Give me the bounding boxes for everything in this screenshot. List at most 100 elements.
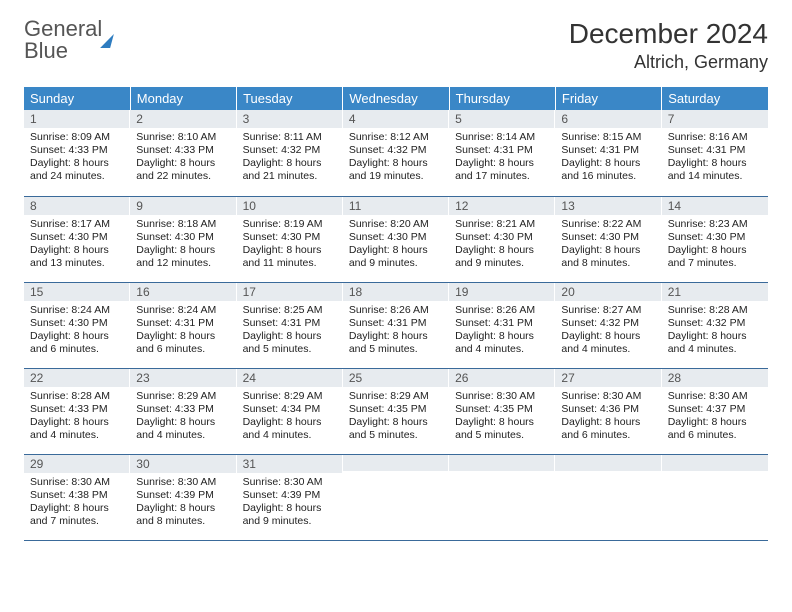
day-number: 1 xyxy=(24,110,130,128)
day-number xyxy=(555,455,661,471)
calendar-day-cell: 15Sunrise: 8:24 AMSunset: 4:30 PMDayligh… xyxy=(24,282,130,368)
calendar-day-cell: 25Sunrise: 8:29 AMSunset: 4:35 PMDayligh… xyxy=(343,368,449,454)
sunset-text: Sunset: 4:30 PM xyxy=(668,231,762,244)
day-number: 15 xyxy=(24,283,130,301)
day-number: 9 xyxy=(130,197,236,215)
calendar-day-cell: 10Sunrise: 8:19 AMSunset: 4:30 PMDayligh… xyxy=(237,196,343,282)
daylight-text: Daylight: 8 hours and 9 minutes. xyxy=(243,502,337,528)
day-body: Sunrise: 8:29 AMSunset: 4:35 PMDaylight:… xyxy=(343,387,449,447)
calendar-day-cell: 13Sunrise: 8:22 AMSunset: 4:30 PMDayligh… xyxy=(555,196,661,282)
day-body: Sunrise: 8:18 AMSunset: 4:30 PMDaylight:… xyxy=(130,215,236,275)
sunrise-text: Sunrise: 8:24 AM xyxy=(136,304,230,317)
calendar-day-cell xyxy=(449,454,555,540)
day-body: Sunrise: 8:28 AMSunset: 4:32 PMDaylight:… xyxy=(662,301,768,361)
daylight-text: Daylight: 8 hours and 5 minutes. xyxy=(455,416,549,442)
weekday-row: Sunday Monday Tuesday Wednesday Thursday… xyxy=(24,87,768,110)
sunrise-text: Sunrise: 8:30 AM xyxy=(30,476,124,489)
day-number: 26 xyxy=(449,369,555,387)
sunrise-text: Sunrise: 8:26 AM xyxy=(349,304,443,317)
sunset-text: Sunset: 4:32 PM xyxy=(349,144,443,157)
sunset-text: Sunset: 4:39 PM xyxy=(136,489,230,502)
calendar-day-cell xyxy=(555,454,661,540)
sunrise-text: Sunrise: 8:18 AM xyxy=(136,218,230,231)
sunset-text: Sunset: 4:37 PM xyxy=(668,403,762,416)
daylight-text: Daylight: 8 hours and 4 minutes. xyxy=(455,330,549,356)
sunrise-text: Sunrise: 8:25 AM xyxy=(243,304,337,317)
day-body xyxy=(343,471,449,531)
calendar-day-cell: 11Sunrise: 8:20 AMSunset: 4:30 PMDayligh… xyxy=(343,196,449,282)
sunrise-text: Sunrise: 8:29 AM xyxy=(349,390,443,403)
weekday-header: Friday xyxy=(555,87,661,110)
day-body: Sunrise: 8:17 AMSunset: 4:30 PMDaylight:… xyxy=(24,215,130,275)
day-body: Sunrise: 8:30 AMSunset: 4:39 PMDaylight:… xyxy=(237,473,343,533)
daylight-text: Daylight: 8 hours and 17 minutes. xyxy=(455,157,549,183)
sunset-text: Sunset: 4:30 PM xyxy=(30,231,124,244)
day-body: Sunrise: 8:30 AMSunset: 4:39 PMDaylight:… xyxy=(130,473,236,533)
calendar-day-cell: 3Sunrise: 8:11 AMSunset: 4:32 PMDaylight… xyxy=(237,110,343,196)
daylight-text: Daylight: 8 hours and 14 minutes. xyxy=(668,157,762,183)
calendar-day-cell: 20Sunrise: 8:27 AMSunset: 4:32 PMDayligh… xyxy=(555,282,661,368)
day-number: 4 xyxy=(343,110,449,128)
day-number: 12 xyxy=(449,197,555,215)
day-number: 24 xyxy=(237,369,343,387)
sunset-text: Sunset: 4:31 PM xyxy=(349,317,443,330)
day-number: 22 xyxy=(24,369,130,387)
calendar-day-cell: 5Sunrise: 8:14 AMSunset: 4:31 PMDaylight… xyxy=(449,110,555,196)
sunrise-text: Sunrise: 8:12 AM xyxy=(349,131,443,144)
daylight-text: Daylight: 8 hours and 13 minutes. xyxy=(30,244,124,270)
day-number xyxy=(343,455,449,471)
brand-logo: General Blue xyxy=(24,18,112,62)
day-body: Sunrise: 8:26 AMSunset: 4:31 PMDaylight:… xyxy=(343,301,449,361)
sunset-text: Sunset: 4:30 PM xyxy=(243,231,337,244)
weekday-header: Tuesday xyxy=(237,87,343,110)
sunrise-text: Sunrise: 8:28 AM xyxy=(30,390,124,403)
sunrise-text: Sunrise: 8:30 AM xyxy=(455,390,549,403)
day-number: 28 xyxy=(662,369,768,387)
calendar-week-row: 29Sunrise: 8:30 AMSunset: 4:38 PMDayligh… xyxy=(24,454,768,540)
sunset-text: Sunset: 4:30 PM xyxy=(136,231,230,244)
day-body: Sunrise: 8:21 AMSunset: 4:30 PMDaylight:… xyxy=(449,215,555,275)
sunrise-text: Sunrise: 8:28 AM xyxy=(668,304,762,317)
sunrise-text: Sunrise: 8:24 AM xyxy=(30,304,124,317)
day-number: 6 xyxy=(555,110,661,128)
weekday-header: Saturday xyxy=(662,87,768,110)
day-number: 23 xyxy=(130,369,236,387)
daylight-text: Daylight: 8 hours and 21 minutes. xyxy=(243,157,337,183)
sunset-text: Sunset: 4:35 PM xyxy=(455,403,549,416)
sunset-text: Sunset: 4:33 PM xyxy=(136,403,230,416)
day-number: 5 xyxy=(449,110,555,128)
day-body: Sunrise: 8:12 AMSunset: 4:32 PMDaylight:… xyxy=(343,128,449,188)
sunset-text: Sunset: 4:32 PM xyxy=(561,317,655,330)
calendar-day-cell: 21Sunrise: 8:28 AMSunset: 4:32 PMDayligh… xyxy=(662,282,768,368)
calendar-day-cell: 9Sunrise: 8:18 AMSunset: 4:30 PMDaylight… xyxy=(130,196,236,282)
daylight-text: Daylight: 8 hours and 5 minutes. xyxy=(349,330,443,356)
sunset-text: Sunset: 4:30 PM xyxy=(349,231,443,244)
sunset-text: Sunset: 4:33 PM xyxy=(30,403,124,416)
daylight-text: Daylight: 8 hours and 4 minutes. xyxy=(243,416,337,442)
daylight-text: Daylight: 8 hours and 12 minutes. xyxy=(136,244,230,270)
day-body: Sunrise: 8:19 AMSunset: 4:30 PMDaylight:… xyxy=(237,215,343,275)
day-body: Sunrise: 8:30 AMSunset: 4:36 PMDaylight:… xyxy=(555,387,661,447)
calendar-day-cell xyxy=(662,454,768,540)
daylight-text: Daylight: 8 hours and 22 minutes. xyxy=(136,157,230,183)
calendar-day-cell: 17Sunrise: 8:25 AMSunset: 4:31 PMDayligh… xyxy=(237,282,343,368)
day-body: Sunrise: 8:24 AMSunset: 4:30 PMDaylight:… xyxy=(24,301,130,361)
day-body: Sunrise: 8:28 AMSunset: 4:33 PMDaylight:… xyxy=(24,387,130,447)
day-body: Sunrise: 8:27 AMSunset: 4:32 PMDaylight:… xyxy=(555,301,661,361)
sunrise-text: Sunrise: 8:26 AM xyxy=(455,304,549,317)
day-body: Sunrise: 8:30 AMSunset: 4:35 PMDaylight:… xyxy=(449,387,555,447)
daylight-text: Daylight: 8 hours and 6 minutes. xyxy=(668,416,762,442)
daylight-text: Daylight: 8 hours and 5 minutes. xyxy=(243,330,337,356)
sunrise-text: Sunrise: 8:30 AM xyxy=(668,390,762,403)
day-number: 27 xyxy=(555,369,661,387)
calendar-table: Sunday Monday Tuesday Wednesday Thursday… xyxy=(24,87,768,541)
sunrise-text: Sunrise: 8:11 AM xyxy=(243,131,337,144)
daylight-text: Daylight: 8 hours and 11 minutes. xyxy=(243,244,337,270)
day-number: 7 xyxy=(662,110,768,128)
daylight-text: Daylight: 8 hours and 16 minutes. xyxy=(561,157,655,183)
sunset-text: Sunset: 4:30 PM xyxy=(561,231,655,244)
calendar-day-cell: 6Sunrise: 8:15 AMSunset: 4:31 PMDaylight… xyxy=(555,110,661,196)
daylight-text: Daylight: 8 hours and 8 minutes. xyxy=(561,244,655,270)
day-body: Sunrise: 8:10 AMSunset: 4:33 PMDaylight:… xyxy=(130,128,236,188)
sunset-text: Sunset: 4:31 PM xyxy=(561,144,655,157)
